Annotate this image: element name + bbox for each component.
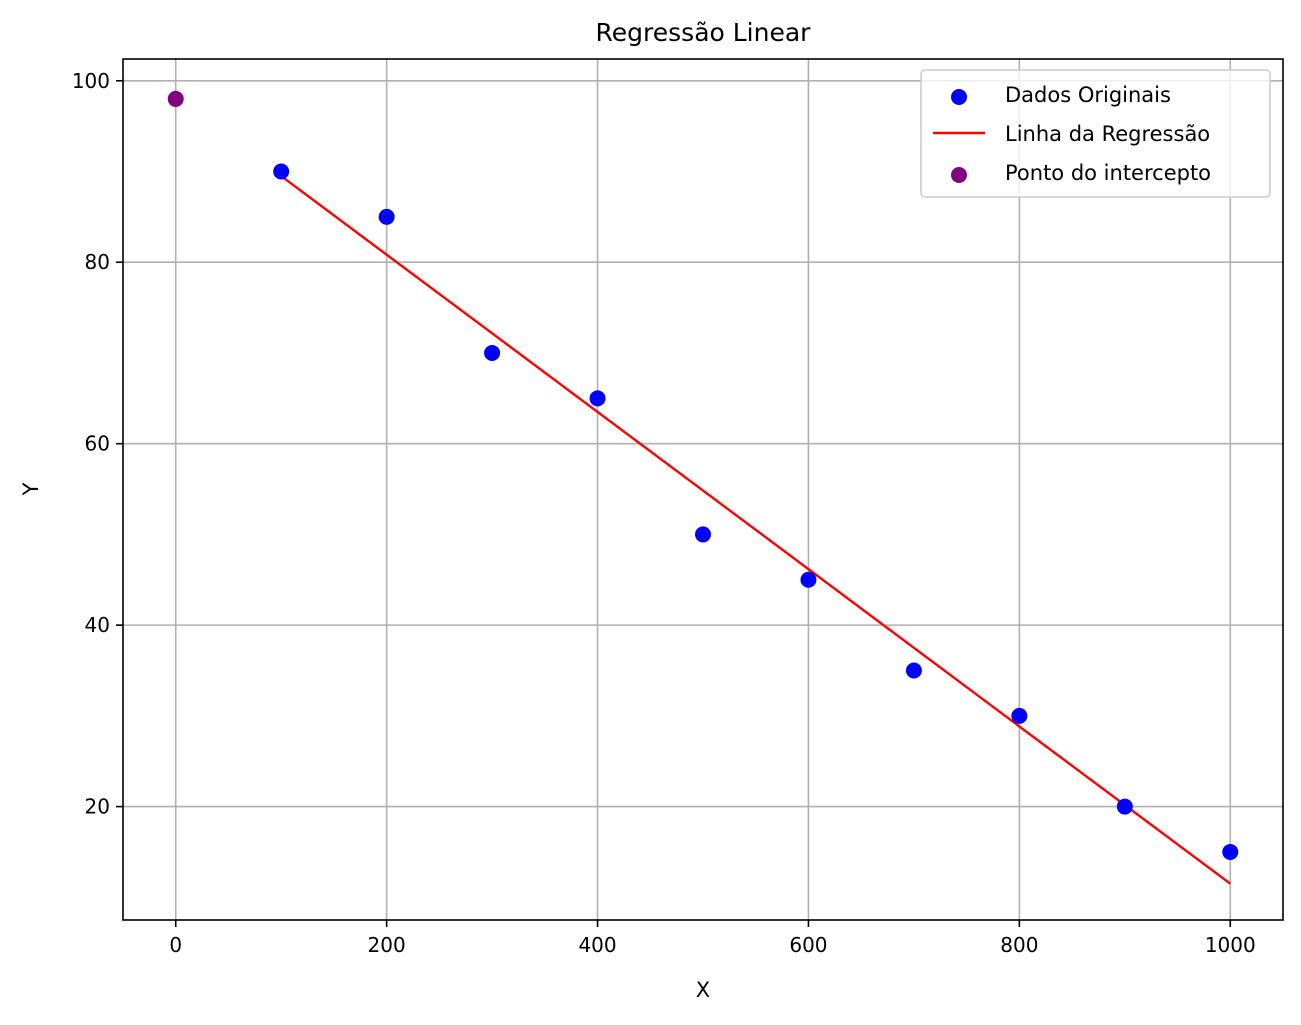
x-tick-label: 800 [1000, 933, 1038, 957]
grid-lines [123, 59, 1283, 920]
legend: Dados Originais Linha da Regressão Ponto d… [920, 69, 1271, 198]
data-point [1116, 798, 1133, 815]
data-point [800, 571, 817, 588]
legend-label: Linha da Regressão [1005, 122, 1210, 146]
data-point [905, 662, 922, 679]
x-axis-label: X [696, 978, 710, 1002]
plot-frame [122, 58, 1284, 921]
y-tick-label: 20 [85, 795, 110, 819]
plot-data [167, 90, 1239, 885]
y-axis-label: Y [19, 482, 43, 496]
x-tick-label: 600 [789, 933, 827, 957]
axis-ticks: 0 200 400 600 800 1000 20 40 60 80 100 [72, 69, 1256, 957]
chart-title: Regressão Linear [596, 18, 812, 47]
legend-point-marker [951, 167, 967, 183]
data-point [273, 163, 290, 180]
data-point [378, 208, 395, 225]
data-point [1222, 843, 1239, 860]
x-tick-label: 400 [578, 933, 616, 957]
y-tick-label: 100 [72, 69, 110, 93]
y-tick-label: 80 [85, 250, 110, 274]
legend-point-marker [951, 89, 967, 105]
data-point [484, 344, 501, 361]
data-point [589, 390, 606, 407]
y-tick-label: 40 [85, 613, 110, 637]
legend-label: Dados Originais [1005, 83, 1171, 107]
regression-line [280, 175, 1231, 885]
data-point [695, 526, 711, 543]
intercept-point [167, 90, 184, 107]
legend-box [920, 69, 1271, 198]
y-tick-label: 60 [85, 432, 110, 456]
x-tick-label: 1000 [1205, 933, 1256, 957]
legend-label: Ponto do intercepto [1005, 161, 1211, 185]
data-point [1011, 707, 1028, 724]
x-tick-label: 200 [368, 933, 406, 957]
x-tick-label: 0 [169, 933, 182, 957]
